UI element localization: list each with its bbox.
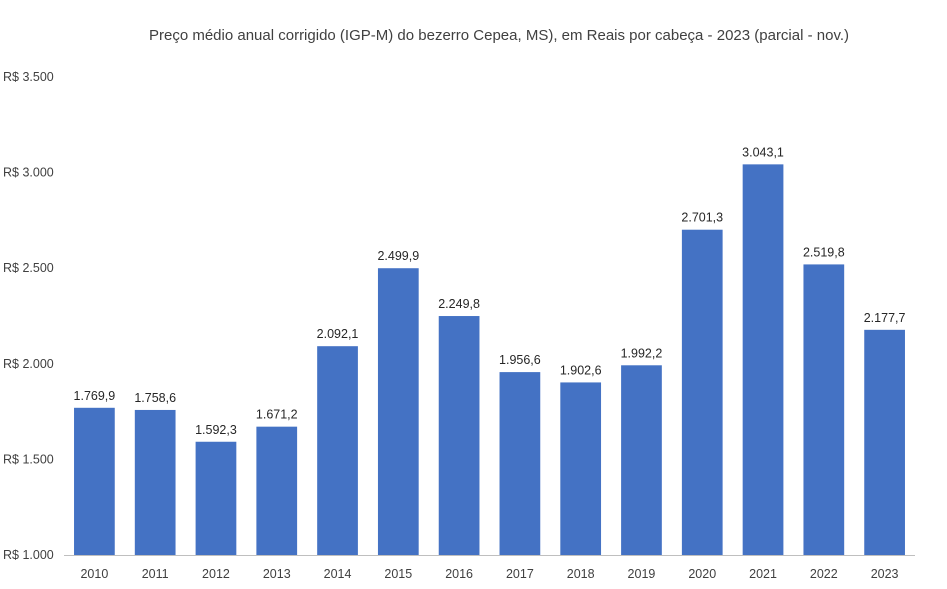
bar-2017 bbox=[499, 372, 541, 555]
bar-2012 bbox=[195, 441, 237, 555]
y-tick-label: R$ 3.000 bbox=[3, 166, 54, 180]
data-label-2021: 3.043,1 bbox=[742, 145, 784, 159]
x-axis: 2010 2011 2012 2013 2014 2015 2016 2017 2018 2019… bbox=[80, 567, 898, 581]
data-label-2022: 2.519,8 bbox=[803, 245, 845, 259]
y-tick-label: R$ 3.500 bbox=[3, 70, 54, 84]
data-label-2012: 1.592,3 bbox=[195, 423, 237, 437]
data-label-2017: 1.956,6 bbox=[499, 353, 541, 367]
bar-2016 bbox=[438, 316, 480, 555]
bar-2019 bbox=[621, 365, 662, 555]
data-label-2013: 1.671,2 bbox=[256, 408, 298, 422]
bar-2015 bbox=[377, 268, 419, 555]
x-tick-label: 2021 bbox=[749, 567, 777, 581]
y-tick-label: R$ 1.000 bbox=[3, 548, 54, 562]
bar-2014 bbox=[317, 346, 358, 555]
bar-2013 bbox=[256, 426, 298, 555]
y-axis: R$ 1.000 R$ 1.500 R$ 2.000 R$ 2.500 R$ 3.000… bbox=[3, 70, 54, 562]
y-tick-label: R$ 2.000 bbox=[3, 357, 54, 371]
x-tick-label: 2011 bbox=[142, 567, 169, 581]
x-tick-label: 2016 bbox=[445, 567, 473, 581]
bar-2022 bbox=[803, 264, 845, 555]
x-tick-label: 2023 bbox=[871, 567, 899, 581]
data-label-2018: 1.902,6 bbox=[560, 363, 602, 377]
bar-2020 bbox=[681, 229, 723, 556]
y-tick-label: R$ 1.500 bbox=[3, 452, 54, 466]
bars bbox=[74, 164, 905, 556]
bar-2021 bbox=[742, 164, 784, 555]
x-tick-label: 2017 bbox=[506, 567, 534, 581]
bar-2018 bbox=[560, 382, 602, 555]
y-tick-label: R$ 2.500 bbox=[3, 261, 54, 275]
data-labels: 1.769,9 1.758,6 1.592,3 1.671,2 2.092,1 2.499… bbox=[74, 145, 906, 436]
data-label-2020: 2.701,3 bbox=[681, 211, 723, 225]
x-tick-label: 2010 bbox=[80, 567, 108, 581]
bar-2010 bbox=[74, 407, 115, 555]
data-label-2023: 2.177,7 bbox=[864, 311, 906, 325]
chart-title: Preço médio anual corrigido (IGP-M) do b… bbox=[149, 27, 849, 44]
x-tick-label: 2012 bbox=[202, 567, 230, 581]
data-label-2014: 2.092,1 bbox=[317, 327, 359, 341]
bar-2023 bbox=[864, 329, 905, 555]
data-label-2010: 1.769,9 bbox=[74, 389, 116, 403]
x-tick-label: 2022 bbox=[810, 567, 838, 581]
x-tick-label: 2014 bbox=[324, 567, 352, 581]
data-label-2011: 1.758,6 bbox=[134, 391, 176, 405]
bar-2011 bbox=[134, 409, 176, 555]
data-label-2015: 2.499,9 bbox=[377, 249, 419, 263]
data-label-2016: 2.249,8 bbox=[438, 297, 480, 311]
data-label-2019: 1.992,2 bbox=[621, 346, 663, 360]
x-tick-label: 2020 bbox=[688, 567, 716, 581]
x-tick-label: 2018 bbox=[567, 567, 595, 581]
x-tick-label: 2019 bbox=[628, 567, 656, 581]
x-tick-label: 2013 bbox=[263, 567, 291, 581]
x-tick-label: 2015 bbox=[384, 567, 412, 581]
